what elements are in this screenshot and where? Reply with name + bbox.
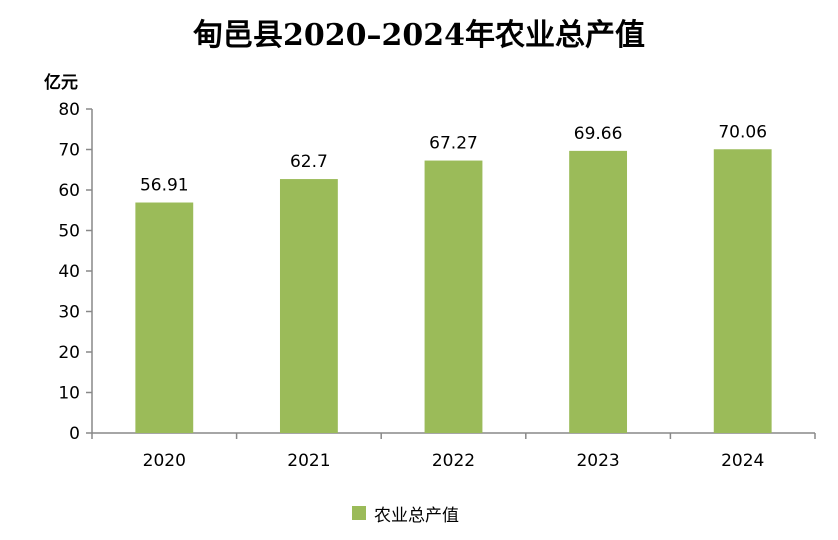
x-tick-label: 2024 xyxy=(721,451,764,471)
y-tick-label: 80 xyxy=(58,100,80,120)
y-tick-label: 70 xyxy=(58,141,80,161)
bar xyxy=(569,150,628,433)
y-axis-unit-label: 亿元 xyxy=(44,73,78,93)
y-tick-label: 30 xyxy=(58,303,80,323)
chart-title: 甸邑县2020–2024年农业总产值 xyxy=(193,18,645,53)
y-tick-label: 20 xyxy=(58,343,80,363)
bar-value-label: 67.27 xyxy=(429,134,478,154)
axes: 0 10 20 30 40 50 60 70 80 2020 2021 2022 2023 2024 xyxy=(58,100,816,471)
bar xyxy=(713,149,772,433)
bar xyxy=(279,179,338,433)
value-labels: 56.91 62.7 67.27 69.66 70.06 xyxy=(140,122,767,195)
legend-swatch xyxy=(352,506,366,520)
legend-label: 农业总产值 xyxy=(374,505,459,526)
x-tick-label: 2020 xyxy=(143,451,186,471)
x-tick-label: 2021 xyxy=(287,451,330,471)
bar-value-label: 62.7 xyxy=(290,152,328,172)
bar xyxy=(424,160,483,433)
legend: 农业总产值 xyxy=(352,502,459,526)
x-tick-label: 2022 xyxy=(432,451,475,471)
x-tick-label: 2023 xyxy=(576,451,619,471)
bar xyxy=(135,202,194,433)
y-tick-label: 10 xyxy=(58,384,80,404)
y-tick-label: 50 xyxy=(58,222,80,242)
bar-value-label: 70.06 xyxy=(718,122,767,142)
y-tick-label: 40 xyxy=(58,262,80,282)
bar-value-label: 69.66 xyxy=(574,124,623,144)
bar-value-label: 56.91 xyxy=(140,176,189,196)
y-tick-label: 0 xyxy=(69,424,80,444)
bars xyxy=(135,149,772,433)
y-tick-label: 60 xyxy=(58,181,80,201)
